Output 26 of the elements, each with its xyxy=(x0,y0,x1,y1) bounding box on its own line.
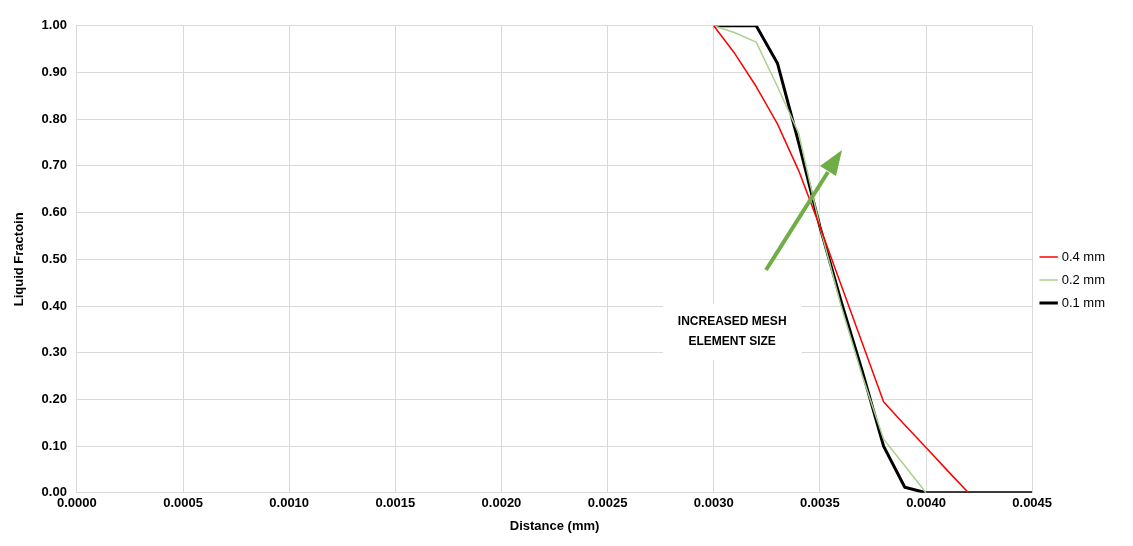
x-tick-label: 0.0015 xyxy=(375,495,416,511)
x-axis-title: Distance (mm) xyxy=(509,517,600,533)
annotation: INCREASED MESH ELEMENT SIZE xyxy=(677,314,787,348)
x-tick-label: 0.0045 xyxy=(1012,495,1053,511)
y-tick-label: 0.50 xyxy=(41,250,67,266)
y-tick-label: 0.30 xyxy=(41,344,67,360)
x-tick-label: 0.0020 xyxy=(481,495,522,511)
y-tick-label: 0.80 xyxy=(41,110,67,126)
y-tick-label: 0.10 xyxy=(41,437,67,453)
y-tick-label: 0.20 xyxy=(41,390,67,406)
legend-label: 0.2 mm xyxy=(1061,271,1105,287)
y-tick-label: 0.60 xyxy=(41,204,67,220)
x-tick-label: 0.0025 xyxy=(587,495,628,511)
x-tick-label: 0.0010 xyxy=(269,495,310,511)
x-tick-label: 0.0035 xyxy=(800,495,840,511)
x-tick-label: 0.0040 xyxy=(906,495,946,511)
legend-label: 0.4 mm xyxy=(1061,248,1105,264)
y-axis-title: Liquid Fractoin xyxy=(11,212,27,307)
y-tick-label: 1.00 xyxy=(41,17,67,33)
x-tick-label: 0.0005 xyxy=(163,495,203,511)
y-tick-label: 0.70 xyxy=(41,157,67,173)
legend-label: 0.1 mm xyxy=(1061,294,1105,310)
x-tick-label: 0.0030 xyxy=(693,495,734,511)
y-tick-label: 0.40 xyxy=(41,297,67,313)
x-tick-label: 0.0000 xyxy=(57,495,97,511)
y-tick-label: 0.90 xyxy=(41,64,67,80)
